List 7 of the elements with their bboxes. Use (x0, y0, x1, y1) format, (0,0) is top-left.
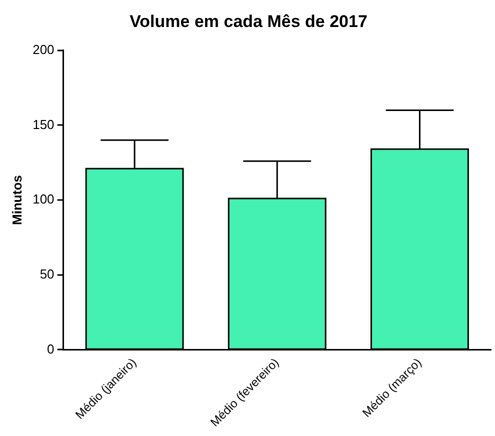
chart-title: Volume em cada Mês de 2017 (130, 12, 368, 31)
y-axis-title: Minutos (9, 175, 24, 225)
y-tick-label: 200 (32, 42, 54, 57)
y-tick-label: 0 (47, 341, 54, 356)
y-tick-label: 50 (40, 266, 54, 282)
y-tick-label: 150 (32, 116, 54, 132)
y-tick-label: 100 (32, 192, 54, 207)
